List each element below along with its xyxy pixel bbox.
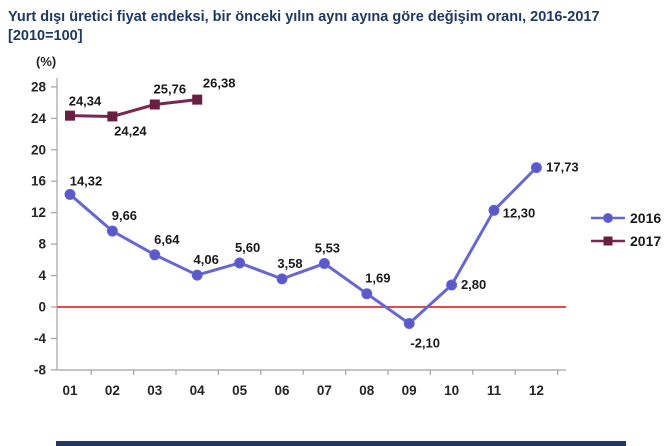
data-label-2016: 14,32 [70, 173, 103, 188]
legend-line-circle-icon [591, 213, 625, 223]
x-axis-month-label: 05 [232, 383, 248, 398]
data-label-2017: 25,76 [154, 81, 187, 96]
x-axis-month-label: 08 [359, 383, 375, 398]
legend-line-square-icon [591, 236, 625, 246]
data-label-2016: 5,60 [235, 240, 260, 255]
data-label-2016: 5,53 [315, 241, 340, 256]
data-label-2016: 1,69 [365, 271, 390, 286]
x-axis-month-label: 12 [529, 383, 544, 398]
x-axis-month-label: 02 [105, 383, 120, 398]
data-label-2017: 24,24 [114, 123, 147, 138]
y-axis-tick-label: 12 [31, 205, 46, 220]
data-point-2016 [191, 269, 203, 281]
data-label-2016: 2,80 [461, 277, 486, 292]
data-label-2017: 26,38 [203, 76, 236, 91]
legend-sample-marker-2016 [603, 213, 613, 223]
legend-label-2017: 2017 [630, 233, 662, 249]
data-label-2016: 4,06 [194, 252, 219, 267]
legend-item-2016: 2016 [590, 211, 661, 225]
chart-title-line2: [2010=100] [8, 28, 83, 45]
x-axis-month-label: 11 [487, 383, 502, 398]
y-axis-tick-label: 0 [38, 300, 46, 315]
y-axis-tick-label: 16 [31, 174, 47, 189]
data-label-2016: 9,66 [112, 208, 137, 223]
data-point-2016 [64, 188, 76, 200]
data-label-2017: 24,34 [69, 94, 102, 109]
series-line-2017 [68, 98, 199, 118]
data-point-2017 [149, 99, 160, 110]
x-axis-month-label: 10 [444, 383, 459, 398]
chart-legend: 2016 2017 [590, 211, 661, 257]
y-axis-tick-label: 28 [31, 79, 47, 94]
y-axis-tick-label: 20 [31, 142, 46, 157]
data-label-2016: 3,58 [277, 256, 302, 271]
y-axis-tick-label: 8 [38, 237, 46, 252]
line-chart-plot-area: 28 24 20 16 12 8 4 0 -4 -8 01 02 03 04 05 06 07 08 09 10 11 1… [31, 76, 579, 398]
data-point-2017 [65, 110, 75, 121]
data-point-2016 [361, 288, 373, 300]
data-label-2016: -2,10 [410, 336, 440, 351]
data-point-2017 [192, 94, 203, 105]
x-axis-month-label: 06 [274, 383, 290, 398]
data-point-2017 [107, 111, 118, 122]
x-axis-month-label: 09 [402, 383, 417, 398]
data-label-2016: 12,30 [503, 205, 536, 220]
data-point-2016 [403, 318, 415, 330]
x-axis-month-label: 07 [317, 383, 332, 398]
data-point-2016 [149, 249, 161, 261]
y-axis-tick-label: 4 [38, 268, 46, 283]
data-label-2016: 6,64 [154, 232, 180, 247]
data-point-2016 [488, 204, 500, 216]
data-point-2016 [530, 162, 542, 174]
chart-title: Yurt dışı üretici fiyat endeksi, bir önc… [8, 8, 668, 46]
x-axis-month-label: 03 [147, 383, 163, 398]
cropped-table-edge [56, 441, 626, 446]
y-axis-tick-label: 24 [31, 111, 47, 126]
data-point-2016 [234, 257, 246, 269]
data-label-2016: 17,73 [546, 160, 579, 175]
y-axis-tick-label: -4 [34, 331, 46, 346]
data-point-2016 [318, 258, 330, 270]
x-axis-month-label: 01 [62, 383, 78, 398]
y-axis-unit-label: (%) [36, 54, 57, 69]
legend-sample-marker-2017 [603, 236, 613, 246]
data-point-2016 [276, 273, 288, 285]
series-line-2016 [68, 166, 538, 326]
data-point-2016 [446, 279, 458, 291]
legend-item-2017: 2017 [590, 234, 661, 248]
x-axis-month-label: 04 [190, 383, 206, 398]
y-axis-tick-label: -8 [34, 362, 46, 377]
data-point-2016 [106, 225, 118, 237]
legend-label-2016: 2016 [630, 210, 662, 226]
chart-title-line1: Yurt dışı üretici fiyat endeksi, bir önc… [8, 9, 600, 25]
